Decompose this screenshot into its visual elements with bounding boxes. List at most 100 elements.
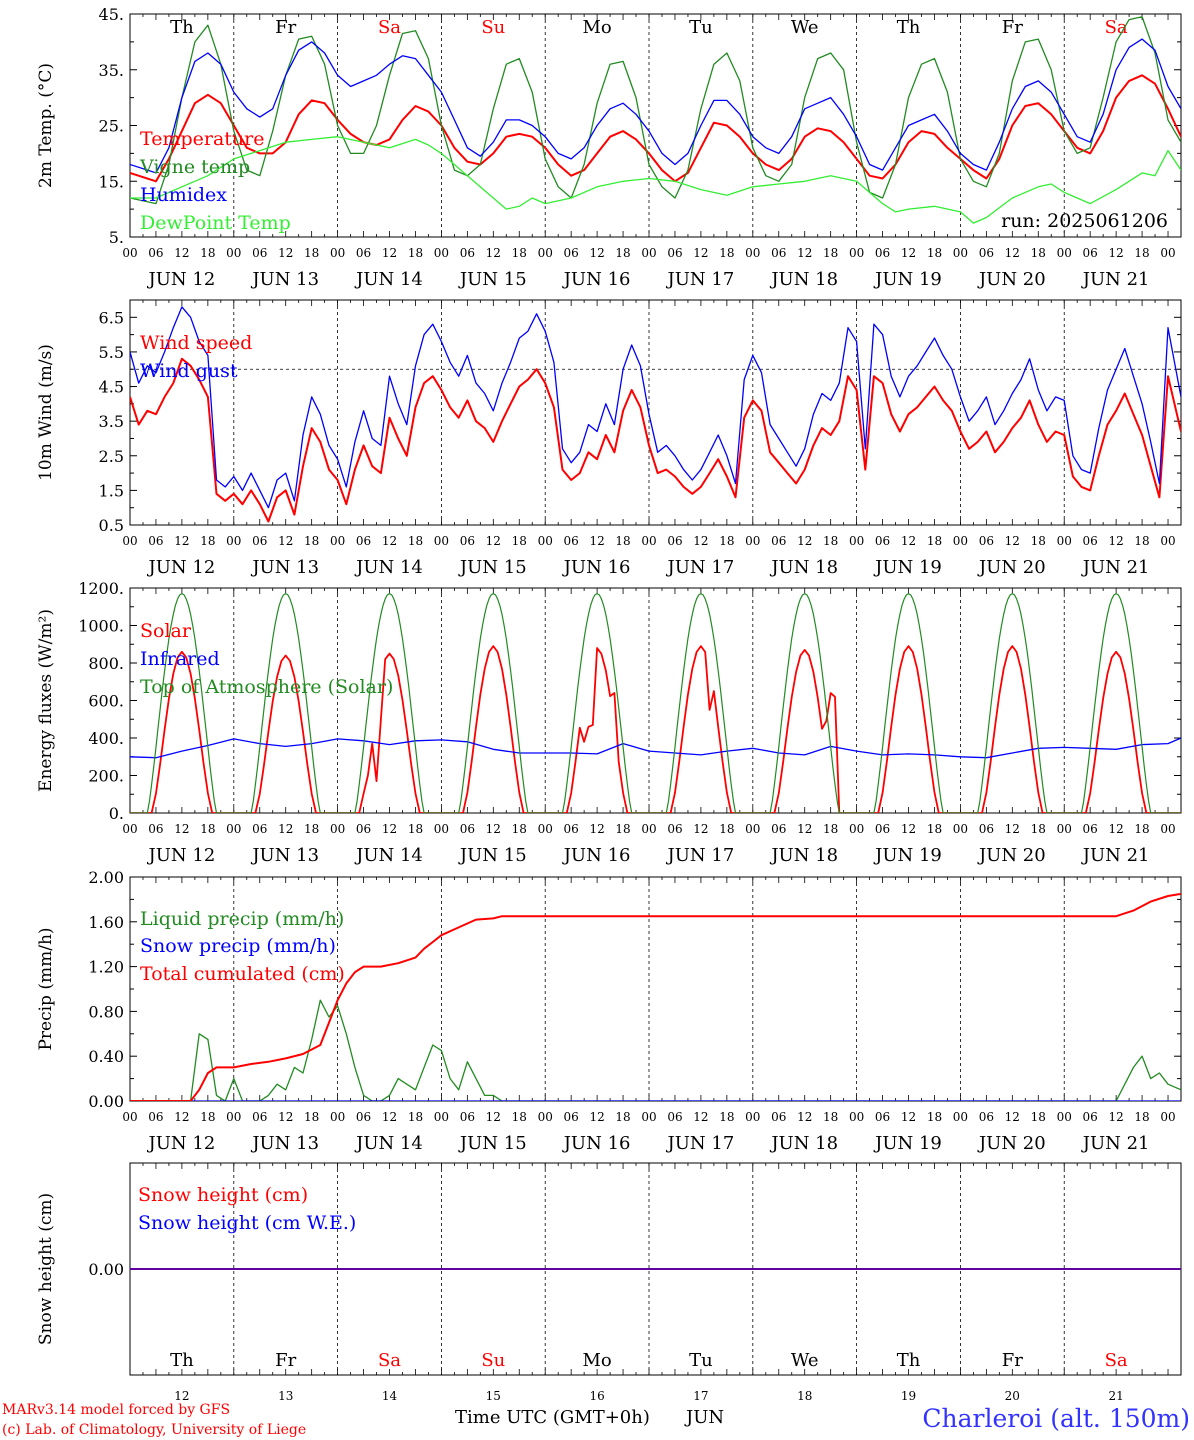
date-label: JUN 13 (250, 1133, 319, 1154)
date-label: JUN 20 (977, 845, 1046, 866)
hour-tick-label: 12 (1108, 534, 1123, 548)
hour-tick-label: 12 (1005, 534, 1020, 548)
hour-tick-label: 12 (174, 1110, 189, 1124)
hour-tick-label: 12 (382, 246, 397, 260)
hour-tick-label: 12 (486, 1110, 501, 1124)
hour-tick-label: 12 (174, 534, 189, 548)
hour-tick-label: 06 (1083, 822, 1098, 836)
hour-tick-label: 06 (356, 246, 371, 260)
hour-tick-label: 12 (174, 246, 189, 260)
date-label: JUN 14 (354, 269, 423, 290)
x-axis-label: Time UTC (GMT+0h) (455, 1407, 650, 1428)
y-tick-label: 2.5 (99, 447, 124, 466)
hour-tick-label: 06 (148, 246, 163, 260)
y-axis-label: 10m Wind (m/s) (36, 344, 56, 481)
legend-entry: Snow height (cm) (138, 1184, 308, 1206)
hour-tick-label: 06 (1083, 246, 1098, 260)
day-number-label: 14 (382, 1389, 398, 1403)
hour-tick-label: 18 (615, 822, 630, 836)
hour-tick-label: 18 (719, 1110, 734, 1124)
hour-tick-label: 12 (693, 534, 708, 548)
hour-tick-label: 00 (641, 246, 656, 260)
date-label: JUN 13 (250, 557, 319, 578)
date-label: JUN 12 (147, 269, 216, 290)
hour-tick-label: 18 (823, 1110, 838, 1124)
date-label: JUN 14 (354, 557, 423, 578)
date-label: JUN 20 (977, 1133, 1046, 1154)
hour-tick-label: 06 (564, 534, 579, 548)
hour-tick-label: 12 (1108, 1110, 1123, 1124)
hour-tick-label: 18 (823, 822, 838, 836)
date-label: JUN 14 (354, 1133, 423, 1154)
date-label: JUN 16 (562, 1133, 631, 1154)
hour-tick-label: 18 (304, 822, 319, 836)
hour-tick-label: 00 (122, 534, 137, 548)
date-label: JUN 12 (147, 845, 216, 866)
hour-tick-label: 00 (330, 822, 345, 836)
hour-tick-label: 00 (953, 246, 968, 260)
hour-tick-label: 06 (667, 1110, 682, 1124)
hour-tick-label: 18 (512, 822, 527, 836)
y-tick-label: 400. (88, 729, 124, 748)
hour-tick-label: 00 (538, 534, 553, 548)
hour-tick-label: 06 (979, 822, 994, 836)
y-tick-label: 1200. (78, 579, 124, 598)
hour-tick-label: 18 (200, 822, 215, 836)
date-label: JUN 15 (458, 557, 527, 578)
day-of-week-label: Sa (1105, 1350, 1128, 1371)
date-label: JUN 19 (873, 845, 942, 866)
hour-tick-label: 12 (278, 246, 293, 260)
hour-tick-label: 12 (797, 534, 812, 548)
hour-tick-label: 06 (252, 534, 267, 548)
day-number-label: 18 (797, 1389, 812, 1403)
y-tick-label: 0.80 (88, 1002, 124, 1021)
hour-tick-label: 12 (486, 822, 501, 836)
series-top-of-atmosphere-solar (130, 592, 1181, 813)
hour-tick-label: 06 (252, 822, 267, 836)
date-label: JUN 19 (873, 269, 942, 290)
hour-tick-label: 12 (1108, 822, 1123, 836)
hour-tick-label: 06 (875, 1110, 890, 1124)
day-of-week-label: Sa (378, 17, 401, 38)
hour-tick-label: 12 (589, 534, 604, 548)
hour-tick-label: 06 (875, 822, 890, 836)
legend-entry: Top of Atmosphere (Solar) (140, 676, 393, 698)
hour-tick-label: 18 (304, 534, 319, 548)
hour-tick-label: 12 (589, 246, 604, 260)
hour-tick-label: 06 (356, 1110, 371, 1124)
hour-tick-label: 12 (901, 1110, 916, 1124)
hour-tick-label: 00 (434, 246, 449, 260)
hour-tick-label: 18 (927, 534, 942, 548)
series-wind-gust (130, 306, 1181, 509)
date-label: JUN 21 (1081, 269, 1150, 290)
day-of-week-label: Fr (275, 1350, 296, 1371)
hour-tick-label: 18 (719, 534, 734, 548)
day-of-week-label: Tu (689, 1350, 713, 1371)
hour-tick-label: 12 (278, 822, 293, 836)
hour-tick-label: 00 (330, 246, 345, 260)
date-label: JUN 12 (147, 557, 216, 578)
legend-entry: Solar (140, 620, 192, 642)
hour-tick-label: 06 (148, 1110, 163, 1124)
hour-tick-label: 00 (122, 822, 137, 836)
hour-tick-label: 00 (538, 822, 553, 836)
panel-3: 0. 200. 400. 600. 800. 1000. 1200. Energy fluxe… (36, 579, 1182, 866)
hour-tick-label: 00 (849, 822, 864, 836)
hour-tick-label: 18 (1031, 534, 1046, 548)
hour-tick-label: 18 (927, 822, 942, 836)
series-group (130, 892, 1181, 1101)
hour-tick-label: 06 (771, 534, 786, 548)
y-tick-label: 0.00 (88, 1092, 124, 1111)
hour-tick-label: 06 (771, 246, 786, 260)
hour-tick-label: 00 (745, 246, 760, 260)
hour-tick-label: 00 (953, 1110, 968, 1124)
date-label: JUN 18 (769, 845, 838, 866)
lab-credit: (c) Lab. of Climatology, University of L… (2, 1422, 306, 1438)
series-wind-speed (130, 357, 1181, 523)
day-number-label: 21 (1108, 1389, 1123, 1403)
legend-entry: Vigne temp (139, 156, 250, 178)
date-label: JUN 16 (562, 557, 631, 578)
date-label: JUN 14 (354, 845, 423, 866)
hour-tick-label: 18 (408, 246, 423, 260)
